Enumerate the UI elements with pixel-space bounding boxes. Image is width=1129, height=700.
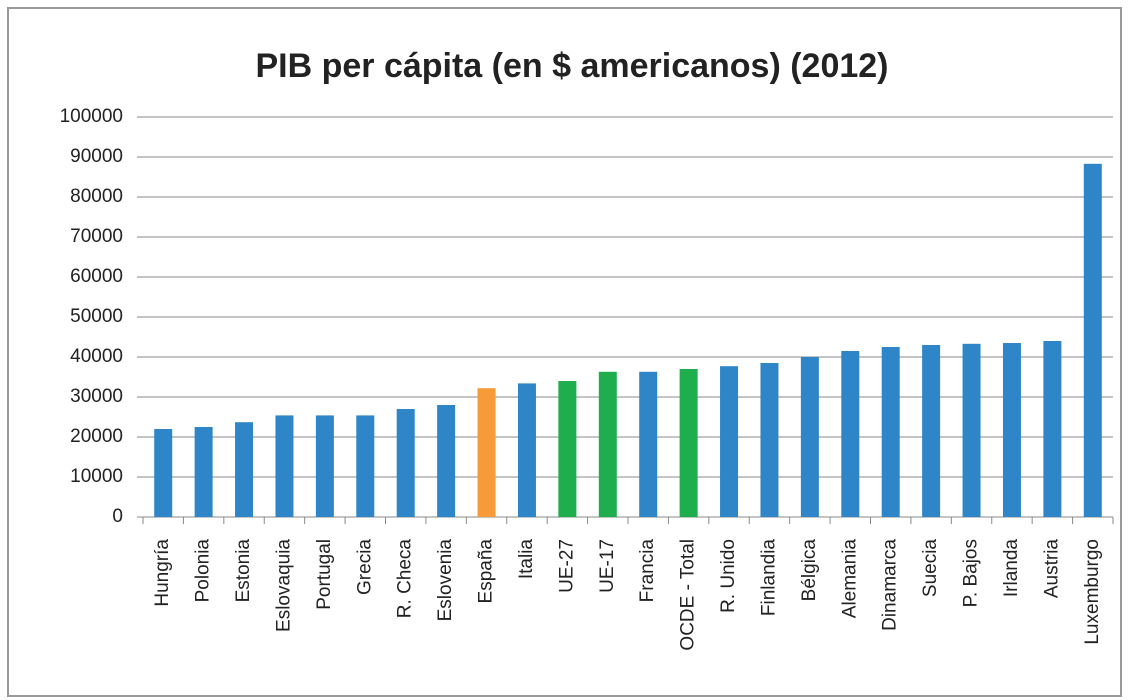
bar — [356, 415, 375, 517]
bar — [396, 409, 415, 517]
bar — [1002, 343, 1021, 517]
x-tick-label: Portugal — [314, 539, 335, 610]
x-tick-label: UE-27 — [556, 539, 577, 593]
x-tick-label: R. Unido — [718, 539, 739, 613]
y-tick-label: 50000 — [70, 306, 123, 327]
bar — [1043, 341, 1062, 517]
y-tick-label: 10000 — [70, 466, 123, 487]
bar — [720, 366, 739, 517]
y-tick-label: 0 — [112, 506, 123, 527]
x-tick-label: Dinamarca — [880, 539, 901, 631]
x-tick-label: Eslovaquia — [273, 539, 294, 632]
bar — [1083, 163, 1102, 518]
x-tick-label: R. Checa — [395, 539, 416, 619]
bar — [881, 347, 900, 517]
x-tick-label: Alemania — [839, 539, 860, 619]
x-tick-label: Finlandia — [758, 539, 779, 617]
x-tick-label: OCDE - Total — [678, 539, 699, 651]
bar — [922, 345, 941, 517]
bar — [639, 371, 658, 517]
bar — [194, 427, 213, 517]
x-tick-label: Grecia — [354, 539, 375, 595]
y-tick-label: 20000 — [70, 426, 123, 447]
x-tick-label: Eslovenia — [435, 539, 456, 622]
y-tick-label: 70000 — [70, 226, 123, 247]
y-tick-label: 40000 — [70, 346, 123, 367]
x-tick-label: UE-17 — [597, 539, 618, 593]
x-tick-label: Italia — [516, 539, 537, 580]
bar — [315, 415, 334, 517]
bar — [517, 383, 536, 517]
x-tick-label: Bélgica — [799, 539, 820, 602]
x-tick-label: España — [476, 539, 497, 604]
bar — [154, 429, 173, 517]
bar — [275, 415, 294, 517]
bar — [800, 357, 819, 517]
y-tick-label: 60000 — [70, 266, 123, 287]
y-tick-label: 30000 — [70, 386, 123, 407]
x-tick-label: Hungría — [152, 539, 173, 607]
y-tick-label: 80000 — [70, 186, 123, 207]
x-tick-label: Irlanda — [1001, 539, 1022, 598]
y-tick-label: 90000 — [70, 146, 123, 167]
bar — [477, 388, 496, 517]
x-tick-label: P. Bajos — [961, 539, 982, 607]
bar — [558, 381, 577, 517]
bar — [598, 371, 617, 517]
bar — [760, 363, 779, 517]
x-tick-label: Estonia — [233, 539, 254, 603]
y-tick-label: 100000 — [60, 106, 123, 127]
bar — [841, 351, 860, 517]
bar — [679, 369, 698, 517]
x-tick-label: Polonia — [193, 539, 214, 603]
bar — [437, 405, 456, 517]
bar — [962, 343, 981, 517]
x-tick-label: Luxemburgo — [1082, 539, 1103, 645]
x-tick-label: Suecia — [920, 539, 941, 598]
x-tick-label: Austria — [1041, 539, 1062, 599]
bar — [235, 422, 254, 517]
x-tick-label: Francia — [637, 539, 658, 603]
chart-title: PIB per cápita (en $ americanos) (2012) — [255, 47, 888, 85]
